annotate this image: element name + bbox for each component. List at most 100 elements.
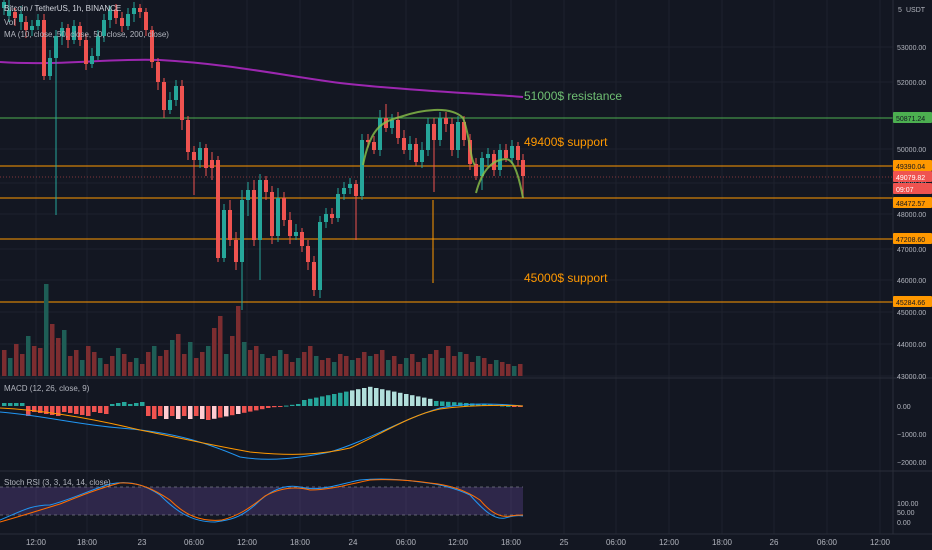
time-tick-label: 24	[349, 538, 358, 547]
volume-bar	[50, 324, 55, 376]
volume-bar	[380, 350, 385, 376]
volume-bar	[326, 358, 331, 376]
macd-tick-label: −1000.00	[897, 432, 926, 439]
svg-text:49079.82: 49079.82	[896, 175, 925, 182]
macd-hist-bar	[38, 406, 43, 413]
macd-hist-bar	[416, 396, 421, 406]
price-badge: 45284.66	[893, 296, 932, 307]
macd-hist-bar	[452, 402, 457, 406]
candle	[521, 154, 525, 198]
time-tick-label: 12:00	[659, 538, 680, 547]
time-tick-label: 18:00	[501, 538, 522, 547]
candle	[510, 140, 514, 164]
volume-bar	[110, 356, 115, 376]
macd-hist-bar	[482, 404, 487, 406]
volume-bar	[62, 330, 67, 376]
time-tick-label: 25	[560, 538, 569, 547]
volume-bar	[392, 356, 397, 376]
volume-indicator-label[interactable]: Vol	[4, 18, 16, 27]
price-axis[interactable]: 53000.0052000.0051000.0050000.0049000.00…	[897, 45, 926, 381]
macd-hist-bar	[374, 388, 379, 406]
time-tick-label: 06:00	[606, 538, 627, 547]
stoch-rsi-indicator-label[interactable]: Stoch RSI (3, 3, 14, 14, close)	[4, 478, 111, 487]
ma200-line	[0, 58, 524, 98]
time-tick-label: 23	[138, 538, 147, 547]
macd-hist-bar	[326, 395, 331, 406]
candle	[264, 176, 268, 200]
volume-bar	[38, 348, 43, 376]
volume-bar	[416, 362, 421, 376]
volume-bar	[56, 338, 61, 376]
candle	[318, 216, 322, 298]
annotation-support-45000: 45000$ support	[524, 271, 608, 285]
candle	[102, 14, 106, 42]
volume-bar	[458, 352, 463, 376]
candle	[204, 144, 208, 176]
candle	[180, 80, 184, 130]
volume-bar	[80, 360, 85, 376]
price-tick-label: 50000.00	[897, 147, 926, 154]
volume-bar	[74, 350, 79, 376]
candle	[300, 228, 304, 252]
candle	[108, 6, 112, 28]
volume-bar	[176, 334, 181, 376]
volume-bar	[170, 340, 175, 376]
volume-bar	[482, 358, 487, 376]
macd-hist-bar	[476, 403, 481, 406]
macd-hist-bar	[236, 406, 241, 414]
time-tick-label: 26	[770, 538, 779, 547]
currency-label[interactable]: USDT	[906, 7, 926, 14]
ma-indicator-label[interactable]: MA (10, close, 50, close, 50, close, 200…	[4, 30, 169, 39]
time-tick-label: 06:00	[184, 538, 205, 547]
symbol-title[interactable]: Bitcoin / TetherUS, 1h, BINANCE	[4, 4, 122, 13]
price-badge: 50871.24	[893, 112, 932, 123]
macd-hist-bar	[290, 404, 295, 406]
candle	[450, 118, 454, 156]
volume-bar	[260, 354, 265, 376]
price-tick-label: 47000.00	[897, 247, 926, 254]
svg-text:47208.60: 47208.60	[896, 237, 925, 244]
volume-bar	[254, 346, 259, 376]
macd-hist-bar	[356, 389, 361, 406]
volume-bar	[362, 352, 367, 376]
macd-hist-bar	[362, 388, 367, 406]
macd-hist-bar	[428, 398, 433, 406]
macd-hist-bar	[140, 402, 145, 406]
macd-hist-bar	[134, 403, 139, 406]
volume-bar	[446, 346, 451, 376]
svg-text:09:07: 09:07	[896, 187, 914, 194]
macd-hist-bar	[506, 405, 511, 407]
macd-indicator-label[interactable]: MACD (12, 26, close, 9)	[4, 384, 90, 393]
time-axis[interactable]: 12:00 18:00 23 06:00 12:00 18:00 24 06:00 12:00 1…	[26, 538, 891, 547]
time-tick-label: 06:00	[396, 538, 417, 547]
candle	[30, 20, 34, 36]
candle	[270, 186, 274, 244]
macd-hist-bar	[344, 391, 349, 406]
candle	[378, 110, 382, 156]
volume-bar	[230, 336, 235, 376]
volume-bar	[224, 354, 229, 376]
candle	[360, 134, 364, 200]
macd-hist-bar	[272, 406, 277, 408]
volume-bar	[98, 358, 103, 376]
candle	[276, 188, 280, 242]
candle	[348, 178, 352, 194]
volume-bar	[134, 358, 139, 376]
candle	[162, 78, 166, 118]
volume-bar	[500, 362, 505, 376]
volume-bar	[440, 358, 445, 376]
price-badge: 49390.04	[893, 160, 932, 171]
candle	[384, 104, 388, 132]
candle	[312, 256, 316, 296]
price-tick-label: 53000.00	[897, 45, 926, 52]
candle	[54, 30, 58, 215]
volume-bar	[158, 356, 163, 376]
currency-corner: 5	[898, 7, 902, 14]
time-tick-label: 12:00	[448, 538, 469, 547]
time-tick-label: 12:00	[870, 538, 891, 547]
candle	[288, 212, 292, 244]
candle	[474, 158, 478, 180]
macd-hist-bar	[266, 406, 271, 408]
annotation-support-49400: 49400$ support	[524, 135, 608, 149]
